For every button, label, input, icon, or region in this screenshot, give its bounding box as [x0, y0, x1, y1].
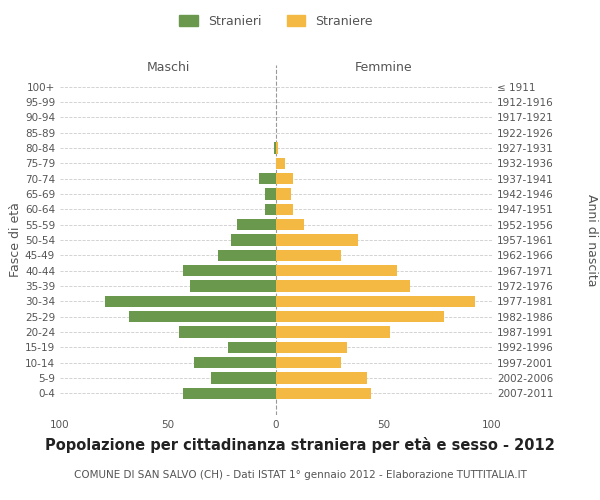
Bar — [190, 280, 276, 292]
Bar — [276, 342, 347, 353]
Bar — [179, 326, 276, 338]
Bar — [276, 158, 284, 169]
Bar — [183, 388, 276, 399]
Bar — [276, 372, 367, 384]
Text: Popolazione per cittadinanza straniera per età e sesso - 2012: Popolazione per cittadinanza straniera p… — [45, 437, 555, 453]
Bar — [276, 142, 278, 154]
Bar — [265, 188, 276, 200]
Bar — [276, 219, 304, 230]
Bar — [218, 250, 276, 261]
Bar — [276, 296, 475, 307]
Legend: Stranieri, Straniere: Stranieri, Straniere — [176, 11, 377, 32]
Bar — [265, 204, 276, 215]
Text: Femmine: Femmine — [355, 62, 413, 74]
Bar — [237, 219, 276, 230]
Bar — [211, 372, 276, 384]
Bar — [274, 142, 276, 154]
Bar — [276, 188, 291, 200]
Text: Maschi: Maschi — [146, 62, 190, 74]
Bar — [276, 173, 293, 184]
Bar — [230, 234, 276, 246]
Text: COMUNE DI SAN SALVO (CH) - Dati ISTAT 1° gennaio 2012 - Elaborazione TUTTITALIA.: COMUNE DI SAN SALVO (CH) - Dati ISTAT 1°… — [74, 470, 526, 480]
Bar — [276, 311, 445, 322]
Bar — [194, 357, 276, 368]
Bar — [276, 357, 341, 368]
Bar — [259, 173, 276, 184]
Bar — [276, 326, 391, 338]
Text: Anni di nascita: Anni di nascita — [584, 194, 598, 286]
Bar — [106, 296, 276, 307]
Bar — [276, 388, 371, 399]
Bar — [129, 311, 276, 322]
Bar — [183, 265, 276, 276]
Bar — [276, 234, 358, 246]
Bar — [276, 280, 410, 292]
Y-axis label: Fasce di età: Fasce di età — [9, 202, 22, 278]
Bar — [276, 204, 293, 215]
Bar — [276, 250, 341, 261]
Bar — [229, 342, 276, 353]
Bar — [276, 265, 397, 276]
